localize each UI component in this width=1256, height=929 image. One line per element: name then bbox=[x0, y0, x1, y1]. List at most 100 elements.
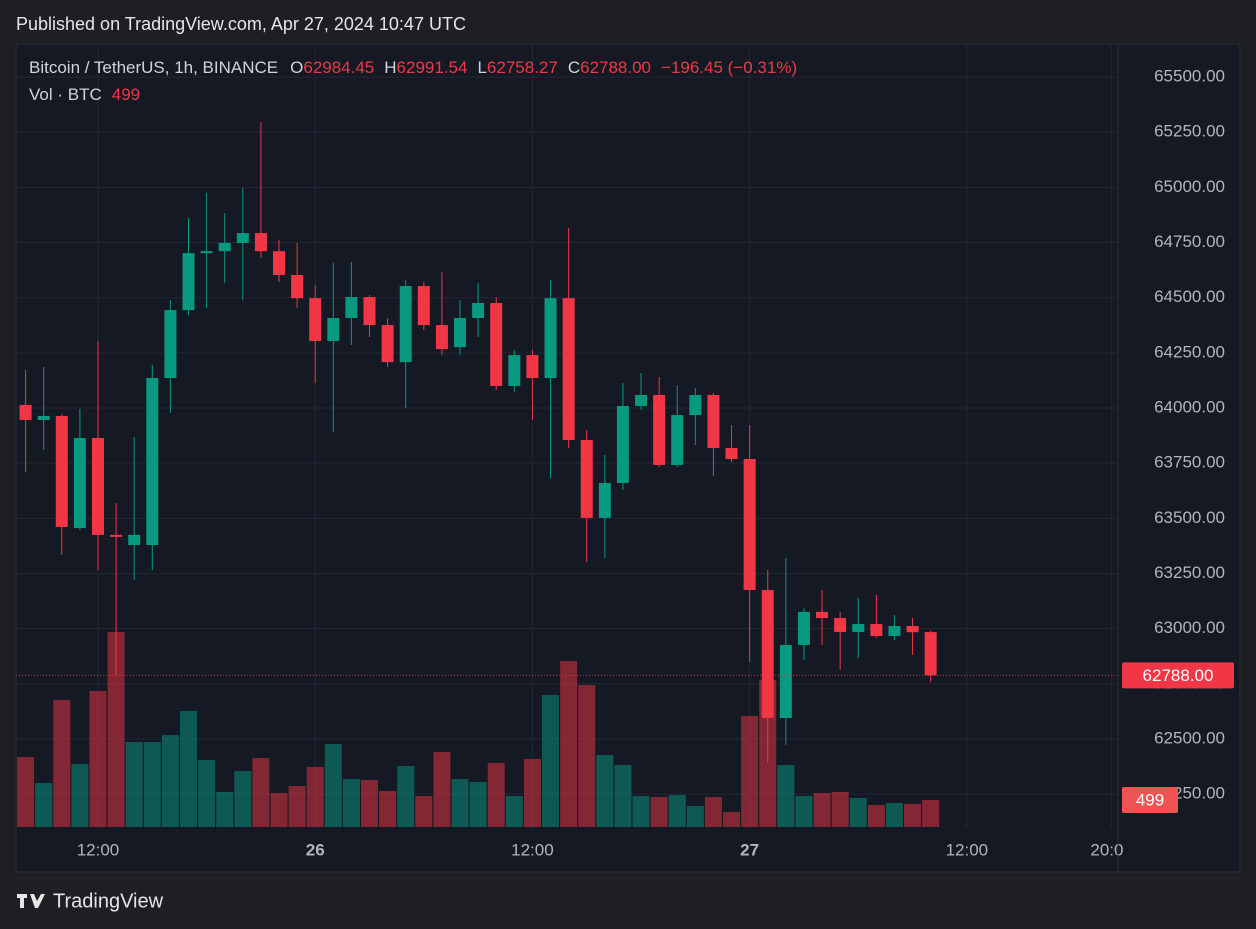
volume-bar bbox=[487, 762, 505, 827]
y-tick-label: 62500.00 bbox=[1154, 728, 1225, 747]
volume-bar bbox=[650, 797, 668, 827]
volume-bar bbox=[885, 802, 903, 827]
volume-bar bbox=[578, 685, 596, 827]
volume-bar bbox=[180, 710, 198, 827]
volume-bar bbox=[143, 741, 161, 827]
candle-body bbox=[200, 251, 213, 254]
volume-bar bbox=[795, 795, 813, 827]
legend-symbol: Bitcoin / TetherUS, 1h, BINANCE O62984.45… bbox=[29, 58, 797, 77]
x-tick-label: 26 bbox=[306, 840, 325, 859]
last-volume-box bbox=[1122, 787, 1178, 814]
last-price-box bbox=[1122, 662, 1234, 689]
candle-body bbox=[544, 298, 557, 379]
volume-bar bbox=[342, 779, 360, 827]
candle-body bbox=[888, 626, 901, 636]
volume-bar bbox=[35, 783, 53, 827]
x-tick-label: 12:00 bbox=[77, 840, 120, 859]
candle-body bbox=[164, 310, 177, 379]
candle-body bbox=[345, 297, 358, 319]
legend-value: 62991.54 bbox=[397, 58, 468, 77]
volume-name: Vol · BTC bbox=[29, 85, 102, 104]
volume-bar bbox=[632, 795, 650, 827]
y-tick-label: 64250.00 bbox=[1154, 342, 1225, 361]
x-tick-label: 20:00 bbox=[1090, 840, 1133, 859]
y-tick-label: 64000.00 bbox=[1154, 398, 1225, 417]
volume-bar bbox=[71, 764, 89, 827]
candle-body bbox=[526, 355, 539, 379]
candle-body bbox=[834, 618, 847, 632]
candle-body bbox=[254, 233, 267, 252]
volume-bar bbox=[89, 691, 107, 827]
candle-body bbox=[399, 286, 412, 363]
volume-bar bbox=[361, 779, 379, 827]
candle-body bbox=[309, 298, 322, 341]
legend-value: 62788.00 bbox=[580, 58, 651, 77]
plot: 62250.0062500.0062750.0063000.0063250.00… bbox=[16, 44, 1225, 859]
volume-bar bbox=[415, 795, 433, 827]
y-tick-label: 63500.00 bbox=[1154, 508, 1225, 527]
candle-body bbox=[218, 243, 231, 252]
legend-value: 62984.45 bbox=[303, 58, 374, 77]
candle-body bbox=[707, 395, 720, 448]
candle-body bbox=[779, 644, 792, 719]
logo-icon bbox=[17, 894, 45, 908]
candle-body bbox=[182, 253, 195, 311]
candle-body bbox=[435, 325, 448, 350]
candle-body bbox=[598, 483, 611, 518]
candle-body bbox=[454, 318, 467, 348]
volume-bar bbox=[433, 752, 451, 827]
y-tick-label: 63750.00 bbox=[1154, 453, 1225, 472]
volume-bar bbox=[451, 779, 469, 827]
candle-body bbox=[273, 251, 286, 275]
candle-body bbox=[291, 274, 304, 299]
volume-bar bbox=[288, 785, 306, 827]
candle-body bbox=[797, 611, 810, 645]
volume-bar bbox=[922, 800, 940, 827]
legend-key: O bbox=[290, 58, 303, 77]
candle-body bbox=[725, 447, 738, 459]
candle-body bbox=[91, 438, 104, 535]
volume-bar bbox=[777, 764, 795, 827]
volume-bar bbox=[686, 806, 704, 827]
volume-bar bbox=[867, 804, 885, 827]
x-axis: 12:00 26 12:00 27 12:00 20:00 bbox=[77, 840, 1133, 859]
candle-body bbox=[870, 624, 883, 636]
x-tick-label: 12:00 bbox=[946, 840, 989, 859]
candle-body bbox=[381, 325, 394, 363]
candle-body bbox=[924, 632, 937, 676]
volume-bar bbox=[723, 812, 741, 827]
candle-body bbox=[743, 458, 756, 591]
candle-body bbox=[671, 415, 684, 465]
candle-body bbox=[653, 395, 666, 465]
volume-bar bbox=[523, 758, 541, 827]
candle-body bbox=[580, 440, 593, 518]
x-tick-label: 12:00 bbox=[511, 840, 554, 859]
candle-body bbox=[761, 590, 774, 719]
candle-body bbox=[363, 297, 376, 326]
x-tick-label: 27 bbox=[740, 840, 759, 859]
volume-bar bbox=[324, 744, 342, 827]
candle-body bbox=[508, 355, 521, 386]
volume-bar bbox=[596, 754, 614, 827]
volume-bar bbox=[397, 766, 415, 827]
footer-text: TradingView bbox=[53, 890, 164, 912]
volume-bar bbox=[831, 791, 849, 827]
volume-bar bbox=[161, 735, 179, 827]
volume-bar bbox=[813, 793, 831, 827]
candle-body bbox=[689, 395, 702, 416]
legend-key: L bbox=[477, 58, 486, 77]
symbol: Bitcoin / TetherUS, 1h, BINANCE bbox=[29, 58, 278, 77]
volume-bar bbox=[234, 770, 252, 827]
volume-bar bbox=[542, 694, 560, 827]
last-volume-label: 499 bbox=[1136, 790, 1164, 809]
volume-bar bbox=[198, 760, 216, 827]
candle-body bbox=[852, 624, 865, 632]
volume-bar bbox=[614, 764, 632, 827]
legend-volume: Vol · BTC 499 bbox=[29, 85, 140, 104]
volume-bar bbox=[668, 795, 686, 827]
candle-body bbox=[110, 534, 123, 537]
volume-bar bbox=[252, 758, 270, 827]
y-tick-label: 64750.00 bbox=[1154, 232, 1225, 251]
candle-body bbox=[816, 611, 829, 619]
